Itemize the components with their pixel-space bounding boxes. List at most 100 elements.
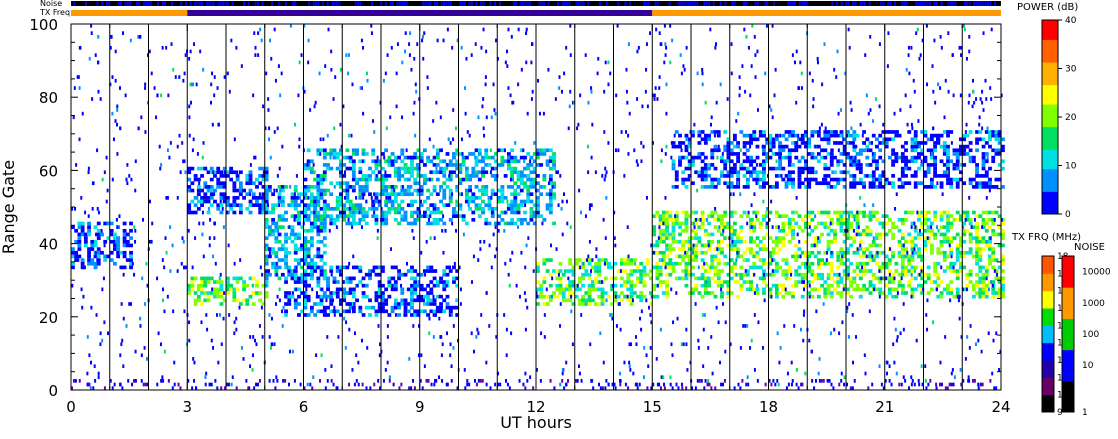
echo-cell	[484, 170, 489, 175]
echo-cell	[374, 177, 379, 182]
echo-cell	[536, 210, 540, 215]
echo-cell	[781, 214, 786, 218]
echo-cell	[271, 221, 276, 226]
echo-cell	[884, 141, 889, 145]
echo-cell	[852, 250, 857, 255]
echo-cell	[242, 283, 246, 288]
echo-cell	[290, 196, 295, 200]
echo-cell	[791, 232, 795, 237]
echo-cell	[681, 177, 686, 182]
echo-cell	[691, 291, 695, 295]
noise-echo-cell	[446, 27, 449, 32]
noise-echo-cell	[438, 316, 441, 321]
echo-cell	[339, 298, 343, 303]
echo-cell	[852, 174, 857, 178]
echo-cell	[700, 210, 705, 215]
echo-cell	[752, 166, 757, 171]
echo-cell	[729, 243, 734, 248]
echo-cell	[458, 152, 463, 156]
noise-echo-cell	[205, 371, 208, 376]
noise-echo-cell	[913, 89, 916, 94]
echo-cell	[548, 272, 553, 277]
noise-echo-cell	[393, 188, 396, 193]
echo-cell	[416, 294, 421, 299]
echo-cell	[468, 177, 473, 182]
echo-cell	[374, 272, 379, 277]
echo-cell	[703, 141, 708, 145]
noise-echo-cell	[259, 265, 262, 270]
noise-echo-cell	[173, 360, 176, 365]
noise-echo-cell	[426, 86, 429, 90]
noise-echo-cell	[589, 342, 592, 347]
echo-cell	[297, 294, 301, 299]
noise-strip-cell	[917, 1, 920, 6]
noise-echo-cell	[275, 302, 278, 306]
echo-cell	[684, 254, 689, 259]
echo-cell	[267, 232, 272, 237]
echo-cell	[245, 283, 250, 288]
echo-cell	[303, 188, 308, 193]
echo-cell	[106, 236, 111, 240]
echo-cell	[703, 166, 708, 171]
noise-echo-cell	[744, 89, 747, 94]
echo-cell	[335, 294, 340, 299]
noise-echo-cell	[919, 53, 922, 57]
echo-cell	[400, 291, 405, 295]
echo-cell	[368, 207, 372, 211]
echo-cell	[810, 152, 815, 156]
echo-cell	[335, 207, 340, 211]
noise-strip-cell	[689, 1, 692, 6]
echo-cell	[913, 148, 918, 153]
noise-strip-cell	[691, 1, 694, 6]
noise-strip-cell	[184, 1, 187, 6]
echo-cell	[581, 294, 586, 299]
echo-cell	[381, 294, 385, 299]
noise-echo-cell	[442, 250, 445, 255]
echo-cell	[784, 269, 789, 273]
echo-cell	[329, 221, 334, 226]
noise-echo-cell	[838, 331, 841, 336]
noise-strip-cell	[645, 1, 648, 6]
echo-cell	[226, 280, 230, 284]
echo-cell	[946, 152, 950, 156]
echo-cell	[413, 276, 418, 281]
echo-cell	[862, 181, 866, 186]
noise-echo-cell	[672, 320, 675, 325]
echo-cell	[390, 287, 395, 292]
echo-cell	[93, 265, 98, 270]
echo-cell	[862, 287, 866, 292]
noise-echo-cell	[192, 137, 195, 142]
echo-cell	[729, 181, 734, 186]
echo-cell	[629, 283, 634, 288]
echo-cell	[732, 265, 737, 270]
echo-cell	[687, 247, 692, 251]
echo-cell	[500, 196, 505, 200]
noise-echo-cell	[270, 342, 273, 347]
noise-echo-cell	[169, 225, 172, 229]
echo-cell	[929, 177, 934, 182]
echo-cell	[458, 163, 463, 167]
noise-strip-cell	[901, 1, 904, 6]
echo-cell	[804, 225, 808, 229]
echo-cell	[771, 272, 776, 277]
noise-echo-cell	[555, 170, 558, 175]
noise-echo-cell	[669, 24, 672, 28]
noise-strip-cell	[108, 1, 111, 6]
noise-echo-cell	[701, 67, 704, 72]
echo-cell	[858, 269, 863, 273]
echo-cell	[913, 185, 918, 189]
echo-cell	[697, 170, 702, 175]
echo-cell	[490, 188, 495, 193]
noise-echo-cell	[410, 155, 413, 160]
noise-echo-cell	[861, 133, 864, 138]
echo-cell	[826, 137, 831, 142]
echo-cell	[865, 144, 870, 149]
echo-cell	[984, 243, 989, 248]
echo-cell	[910, 137, 915, 142]
noise-strip-cell	[742, 1, 745, 6]
noise-echo-cell	[701, 82, 704, 87]
echo-cell	[813, 276, 818, 281]
echo-cell	[858, 261, 863, 266]
echo-cell	[839, 294, 844, 299]
echo-cell	[891, 148, 896, 153]
